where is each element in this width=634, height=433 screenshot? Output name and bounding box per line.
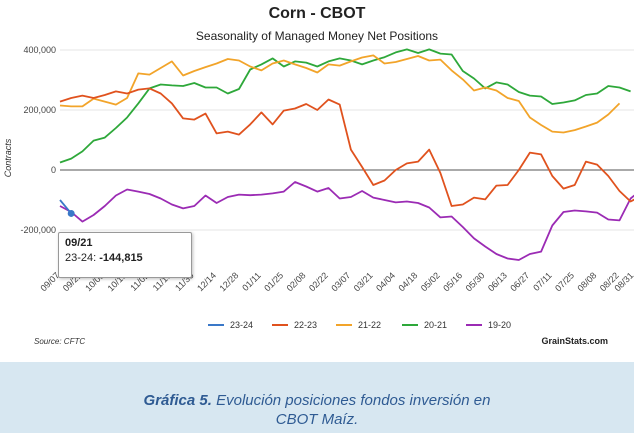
figure-caption: Gráfica 5. Evolución posiciones fondos i… <box>0 391 634 429</box>
x-tick-label: 02/08 <box>285 270 308 293</box>
caption-line-1: Evolución posiciones fondos inversión en <box>216 392 491 409</box>
x-tick-label: 12/28 <box>217 270 240 293</box>
legend-label-19-20: 19-20 <box>488 320 511 330</box>
tooltip-series-label: 23-24: <box>65 252 100 264</box>
series-line-19-20 <box>59 181 634 261</box>
x-tick-label: 05/02 <box>419 270 442 293</box>
y-axis-label: Contracts <box>3 138 13 177</box>
x-tick-label: 03/21 <box>352 270 375 293</box>
highlight-point <box>67 209 75 217</box>
x-tick-label: 08/08 <box>575 270 598 293</box>
x-tick-label: 01/25 <box>262 270 285 293</box>
series-line-20-21 <box>59 48 631 164</box>
x-tick-label: 12/14 <box>195 270 218 293</box>
caption-lead: Gráfica 5. <box>143 392 212 409</box>
legend-label-23-24: 23-24 <box>230 320 253 330</box>
x-tick-label: 03/07 <box>329 270 352 293</box>
x-tick-label: 05/16 <box>441 270 464 293</box>
series-line-22-23 <box>59 87 634 207</box>
series-line-21-22 <box>59 54 621 134</box>
x-tick-label: 01/11 <box>240 270 263 293</box>
y-tick-label: 0 <box>51 165 56 175</box>
chart-subtitle: Seasonality of Managed Money Net Positio… <box>195 29 439 43</box>
x-tick-label: 06/13 <box>486 270 509 293</box>
x-tick-label: 04/04 <box>374 270 397 293</box>
y-tick-label: 200,000 <box>23 105 56 115</box>
x-tick-label: 04/18 <box>396 270 419 293</box>
x-tick-label: 07/11 <box>531 270 554 293</box>
legend-label-20-21: 20-21 <box>424 320 447 330</box>
chart-title: Corn - CBOT <box>268 5 366 22</box>
x-tick-label: 05/30 <box>464 270 487 293</box>
credit-label: GrainStats.com <box>541 336 608 346</box>
tooltip-value: -144,815 <box>99 252 143 264</box>
y-tick-label: 400,000 <box>23 45 56 55</box>
series-lines <box>59 48 634 261</box>
y-tick-label: -200,000 <box>20 225 56 235</box>
x-tick-label: 02/22 <box>307 270 330 293</box>
y-axis-ticks: -200,000 0 200,000 400,000 <box>20 45 56 235</box>
data-tooltip: 09/21 23-24: -144,815 <box>58 232 192 278</box>
caption-line-2: CBOT Maíz. <box>275 411 359 428</box>
chart-panel: Corn - CBOT Seasonality of Managed Money… <box>0 0 634 362</box>
grid-lines <box>60 49 634 231</box>
x-tick-label: 07/25 <box>553 270 576 293</box>
legend-label-21-22: 21-22 <box>358 320 381 330</box>
legend: 23-24 22-23 21-22 20-21 19-20 <box>208 320 511 330</box>
legend-label-22-23: 22-23 <box>294 320 317 330</box>
x-tick-label: 06/27 <box>508 270 531 293</box>
tooltip-date: 09/21 <box>65 237 93 249</box>
source-note: Source: CFTC <box>34 337 86 346</box>
